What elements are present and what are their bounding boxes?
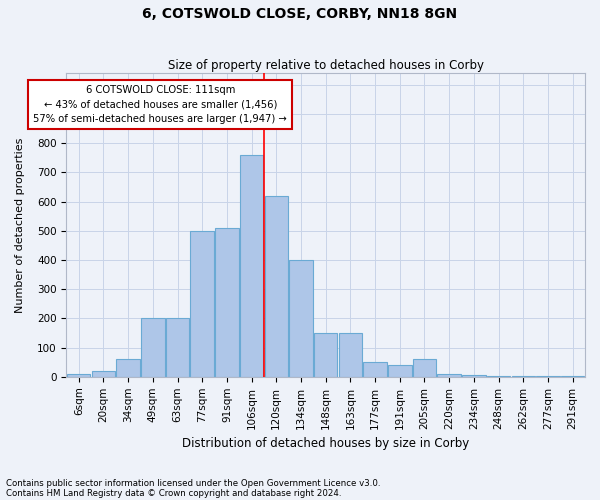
- Title: Size of property relative to detached houses in Corby: Size of property relative to detached ho…: [168, 59, 484, 72]
- Bar: [388, 365, 412, 377]
- Bar: [338, 333, 362, 377]
- Bar: [166, 318, 189, 377]
- Bar: [215, 228, 239, 377]
- Y-axis label: Number of detached properties: Number of detached properties: [15, 138, 25, 312]
- Bar: [289, 260, 313, 377]
- Bar: [314, 333, 337, 377]
- Bar: [240, 155, 263, 377]
- Bar: [67, 374, 91, 377]
- Bar: [92, 371, 115, 377]
- Bar: [561, 376, 584, 377]
- Bar: [364, 362, 387, 377]
- Text: Contains public sector information licensed under the Open Government Licence v3: Contains public sector information licen…: [6, 478, 380, 488]
- Bar: [536, 376, 560, 377]
- Bar: [116, 358, 140, 377]
- Bar: [190, 231, 214, 377]
- Bar: [487, 376, 510, 377]
- Bar: [413, 360, 436, 377]
- Text: Contains HM Land Registry data © Crown copyright and database right 2024.: Contains HM Land Registry data © Crown c…: [6, 488, 341, 498]
- Bar: [512, 376, 535, 377]
- Text: 6 COTSWOLD CLOSE: 111sqm
← 43% of detached houses are smaller (1,456)
57% of sem: 6 COTSWOLD CLOSE: 111sqm ← 43% of detach…: [34, 85, 287, 124]
- Bar: [437, 374, 461, 377]
- Bar: [265, 196, 288, 377]
- Bar: [141, 318, 164, 377]
- X-axis label: Distribution of detached houses by size in Corby: Distribution of detached houses by size …: [182, 437, 469, 450]
- Text: 6, COTSWOLD CLOSE, CORBY, NN18 8GN: 6, COTSWOLD CLOSE, CORBY, NN18 8GN: [142, 8, 458, 22]
- Bar: [462, 376, 485, 377]
